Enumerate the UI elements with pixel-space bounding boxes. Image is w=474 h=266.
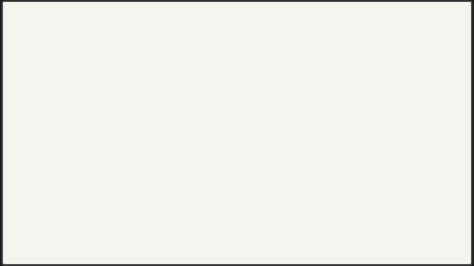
Text: ( lower
  bound: ( lower bound [243,77,270,91]
Text: P: P [348,128,353,138]
Text: deviation.: deviation. [18,176,52,182]
Text: p̂: p̂ [79,150,85,160]
Text: β̂q̂: β̂q̂ [248,185,257,194]
Text: (best estimate for p): (best estimate for p) [383,45,449,50]
Text: ~ 9₀
confidence: ~ 9₀ confidence [421,74,456,85]
Circle shape [13,10,39,25]
Bar [449,6,455,9]
Text: population value.: population value. [14,55,72,61]
Text: What does  β̂  tell us about p?: What does β̂ tell us about p? [166,8,301,18]
Bar [435,6,441,9]
Text: p̂ = point estimate
       sample statistic: p̂ = point estimate sample statistic [257,48,330,61]
Text: ,  upper
   bound ): , upper bound ) [318,77,352,91]
Bar [442,10,448,13]
Text: SD(β̂) ).  It's used when we don't know the value of p and are not able to deter: SD(β̂) ). It's used when we don't know t… [18,168,359,174]
Bar [449,14,455,17]
Text: is an estimate of the standard deviation of the sampling distribution of a propo: is an estimate of the standard deviation… [87,160,374,166]
Bar [435,10,441,13]
Text: n: n [250,203,255,213]
FancyBboxPatch shape [7,156,461,262]
Text: The: The [18,160,33,166]
Bar [73,145,91,157]
Text: P: P [98,150,104,159]
Text: In this section we’ll look at what a sample proportion ( β ) tells us about the : In this section we’ll look at what a sam… [14,41,376,48]
Bar [449,10,455,13]
Text: standard error: standard error [35,160,89,166]
Text: inferential
Statistics: inferential Statistics [37,13,78,31]
Text: √: √ [229,191,241,209]
Text: SE(β̂) =: SE(β̂) = [187,195,222,204]
Text: We won’t be able to know anything for sure but we can find a range of values tha: We won’t be able to know anything for su… [14,48,366,55]
Bar [435,14,441,17]
Text: Introduction to Confidence Intervals for Proportions: Introduction to Confidence Intervals for… [87,31,381,41]
Bar [442,6,448,9]
Bar [442,14,448,17]
Text: p̂  ±  margin of error: p̂ ± margin of error [257,65,336,75]
